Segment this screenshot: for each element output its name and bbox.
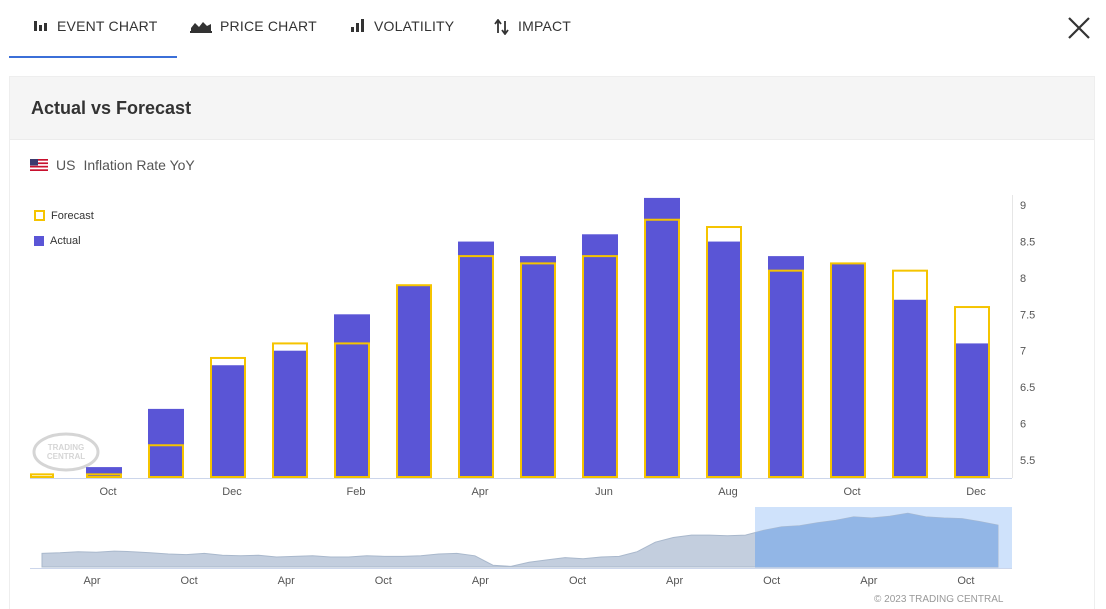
legend-label: Actual: [50, 234, 81, 247]
close-icon[interactable]: [1066, 15, 1092, 41]
up-down-arrows-icon: [494, 19, 509, 35]
tab-price-chart[interactable]: PRICE CHART: [190, 18, 317, 58]
series-country: US: [56, 157, 76, 173]
series-name: Inflation Rate YoY: [83, 157, 195, 173]
series-label: US Inflation Rate YoY: [30, 157, 195, 173]
tab-label: VOLATILITY: [374, 18, 455, 34]
area-chart-icon: [190, 22, 212, 33]
forecast-swatch: [34, 210, 45, 221]
copyright: © 2023 TRADING CENTRAL: [874, 594, 1004, 605]
panel-header: Actual vs Forecast: [10, 77, 1094, 140]
bar-chart-icon: [34, 21, 47, 31]
tab-volatility[interactable]: VOLATILITY: [350, 18, 454, 58]
panel-title: Actual vs Forecast: [31, 98, 192, 118]
chart-legend: Forecast Actual: [34, 203, 94, 253]
tab-impact[interactable]: IMPACT: [494, 18, 571, 58]
tab-label: EVENT CHART: [57, 18, 158, 34]
tab-label: PRICE CHART: [220, 18, 317, 34]
tab-label: IMPACT: [518, 18, 572, 34]
legend-item-forecast[interactable]: Forecast: [34, 203, 94, 228]
tab-event-chart[interactable]: EVENT CHART: [8, 18, 179, 58]
us-flag-icon: [30, 159, 48, 171]
volatility-icon: [351, 19, 364, 32]
legend-label: Forecast: [51, 209, 94, 222]
actual-swatch: [34, 235, 44, 246]
legend-item-actual[interactable]: Actual: [34, 228, 94, 253]
chart-tabs: EVENT CHART PRICE CHART VOLATILITY IMPAC…: [0, 0, 1106, 58]
chart-panel: Actual vs Forecast US Inflation Rate YoY…: [9, 76, 1095, 609]
